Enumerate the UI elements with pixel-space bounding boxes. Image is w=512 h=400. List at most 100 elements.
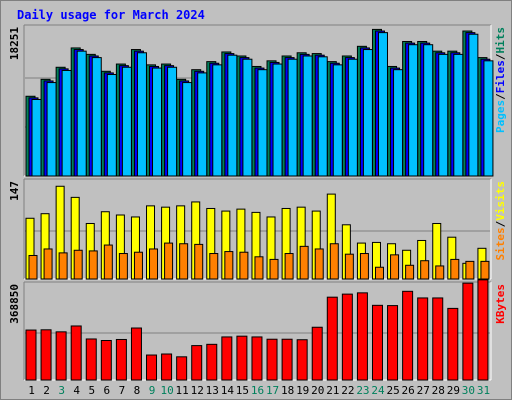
bar-kbytes	[326, 296, 338, 381]
bar-pages	[408, 44, 419, 177]
bar-sites	[405, 264, 415, 280]
bar-kbytes	[25, 329, 37, 381]
bar-sites	[480, 260, 490, 280]
bar-sites	[88, 250, 98, 280]
bar-pages	[362, 49, 373, 177]
legend-entry: /	[494, 53, 507, 60]
bar-kbytes	[236, 335, 248, 381]
bar-pages	[61, 69, 72, 177]
bar-kbytes	[281, 338, 293, 381]
bar-kbytes	[462, 282, 474, 381]
day-label: 25	[386, 384, 399, 397]
bar-pages	[76, 50, 87, 177]
bar-kbytes	[176, 356, 188, 381]
chart-title: Daily usage for March 2024	[17, 8, 205, 22]
bar-kbytes	[55, 331, 67, 381]
day-label: 13	[206, 384, 219, 397]
bar-pages	[121, 66, 132, 177]
day-label: 4	[73, 384, 80, 397]
bar-pages	[483, 60, 494, 177]
bar-pages	[272, 63, 283, 177]
bar-kbytes	[341, 293, 353, 381]
bar-pages	[46, 82, 57, 177]
day-label: 5	[88, 384, 95, 397]
bar-pages	[212, 64, 223, 177]
bar-pages	[332, 64, 343, 177]
bar-pages	[347, 58, 358, 177]
bar-sites	[103, 244, 113, 280]
panel-legend: Sites/Visits	[494, 181, 507, 261]
bar-kbytes	[387, 305, 399, 381]
bar-kbytes	[206, 343, 218, 381]
bar-pages	[302, 55, 313, 177]
bar-sites	[149, 248, 159, 280]
bar-pages	[393, 69, 404, 177]
bar-kbytes	[447, 307, 459, 381]
day-label: 14	[221, 384, 235, 397]
bar-kbytes	[191, 345, 203, 381]
bar-kbytes	[115, 338, 127, 381]
bar-sites	[179, 243, 189, 280]
day-label: 9	[149, 384, 156, 397]
panel-max-label: 368850	[8, 284, 21, 324]
bar-sites	[164, 242, 174, 280]
day-label: 2	[43, 384, 50, 397]
bar-pages	[167, 66, 178, 177]
panel-legend: Pages/Files/Hits	[494, 27, 507, 133]
bar-sites	[299, 245, 309, 280]
day-label: 24	[371, 384, 385, 397]
bar-sites	[58, 252, 68, 280]
bar-pages	[377, 32, 388, 177]
panel-max-label: 147	[8, 181, 21, 201]
day-label: 28	[432, 384, 445, 397]
bar-kbytes	[417, 297, 429, 381]
bar-sites	[374, 266, 384, 280]
bar-sites	[118, 253, 128, 280]
bar-kbytes	[402, 290, 414, 381]
bar-sites	[194, 243, 204, 280]
bar-kbytes	[371, 304, 383, 381]
bar-kbytes	[432, 297, 444, 381]
day-label: 23	[356, 384, 369, 397]
day-label: 26	[402, 384, 415, 397]
day-label: 29	[447, 384, 460, 397]
day-label: 16	[251, 384, 264, 397]
bar-sites	[43, 248, 53, 280]
bar-sites	[224, 251, 234, 280]
bar-kbytes	[146, 354, 158, 381]
bar-kbytes	[85, 338, 97, 381]
bar-pages	[227, 54, 238, 177]
bar-sites	[269, 258, 279, 280]
bar-sites	[284, 253, 294, 280]
day-label: 1	[28, 384, 35, 397]
bar-kbytes	[251, 336, 263, 381]
bar-sites	[28, 254, 38, 280]
bar-pages	[453, 53, 464, 177]
bar-pages	[287, 58, 298, 177]
bar-sites	[344, 253, 354, 280]
bar-sites	[435, 265, 445, 280]
legend-entry: /	[494, 220, 507, 227]
bar-sites	[314, 248, 324, 280]
day-label: 3	[58, 384, 65, 397]
bar-pages	[257, 69, 268, 177]
day-label: 7	[119, 384, 126, 397]
legend-entry: Files	[494, 60, 507, 93]
bar-kbytes	[161, 353, 173, 381]
bar-kbytes	[477, 279, 489, 381]
bar-pages	[438, 53, 449, 177]
day-label: 21	[326, 384, 339, 397]
bar-pages	[31, 98, 42, 177]
bar-sites	[420, 260, 430, 280]
day-label: 12	[191, 384, 204, 397]
bar-sites	[73, 249, 83, 280]
bar-kbytes	[70, 325, 82, 381]
bar-kbytes	[296, 339, 308, 381]
bar-sites	[254, 256, 264, 280]
bar-sites	[359, 253, 369, 280]
legend-entry: /	[494, 93, 507, 100]
day-label: 31	[477, 384, 490, 397]
day-label: 19	[296, 384, 309, 397]
bar-sites	[465, 260, 475, 280]
